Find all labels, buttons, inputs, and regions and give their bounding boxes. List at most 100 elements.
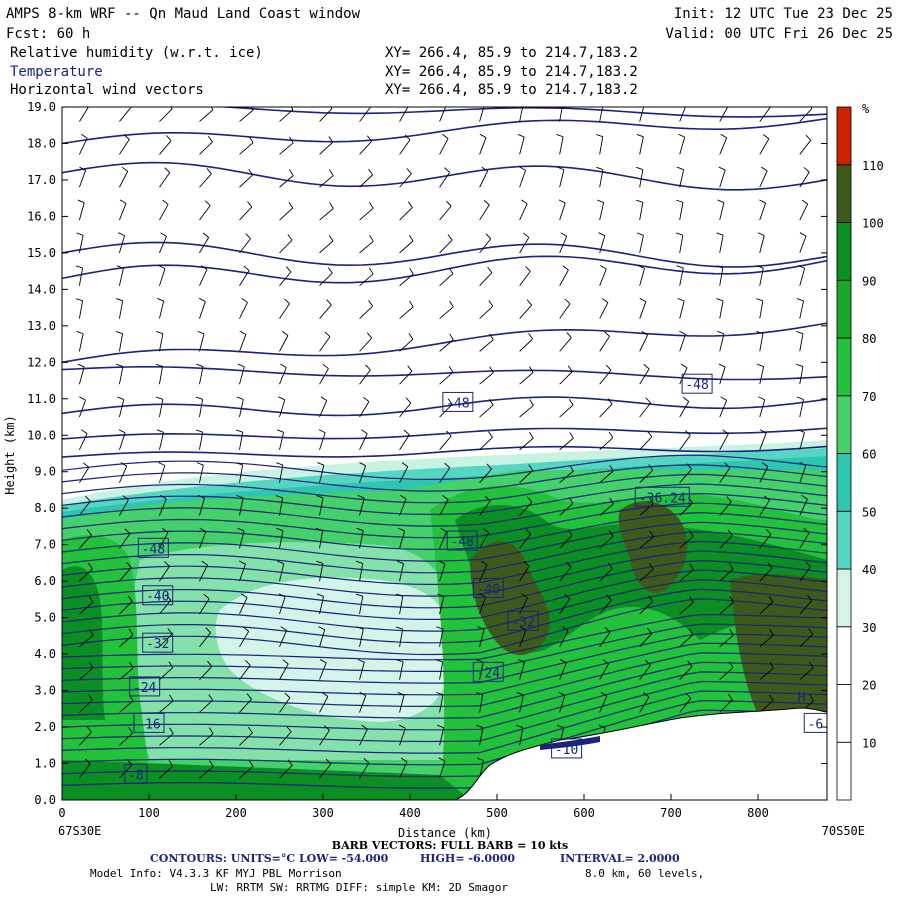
wind-barb-flag [318, 626, 325, 630]
wind-barb-flag [716, 298, 724, 302]
wind-barb-flag [325, 758, 332, 765]
wind-barb-flag [196, 363, 204, 367]
wind-barb-staff [759, 366, 765, 385]
wind-barb-staff [159, 432, 165, 450]
wind-barb-staff [479, 694, 484, 713]
wind-barb-staff [239, 270, 250, 286]
isotherm-line [62, 569, 827, 620]
wind-barb-flag [440, 101, 446, 105]
wind-barb-flag [447, 398, 453, 405]
contour-label-box [442, 391, 474, 412]
wind-barb-staff [799, 532, 810, 549]
wind-barb-flag [444, 167, 450, 173]
field-xy-wind: XY= 266.4, 85.9 to 214.7,183.2 [385, 82, 638, 98]
wind-barb-staff [78, 433, 88, 451]
wind-barb-flag [608, 431, 614, 438]
wind-barb-staff [78, 267, 84, 286]
wind-barb-staff [639, 368, 650, 385]
wind-barb-staff [79, 568, 93, 582]
isotherm-line [62, 492, 827, 527]
wind-barb-staff [359, 369, 371, 385]
wind-barb-staff [559, 303, 571, 319]
wind-barb-staff [79, 467, 90, 483]
wind-barb-flag [676, 265, 684, 269]
wind-barb-flag [164, 561, 170, 567]
wind-barb-flag [403, 429, 410, 436]
wind-barb-staff [119, 567, 132, 582]
colorbar-label: 80 [862, 332, 876, 346]
wind-barb-staff [319, 175, 334, 188]
wind-barb-flag [568, 398, 574, 406]
wind-barb-staff [279, 271, 292, 287]
isotherm-line [62, 521, 827, 562]
wind-barb-staff [118, 366, 124, 385]
wind-barb-flag [169, 727, 174, 734]
wind-barb-flag [686, 463, 692, 470]
wind-barb-flag [728, 661, 734, 668]
contour-label-text: -16 [137, 717, 160, 732]
model-info: Model Info: V4.3.3 KF MYJ PBL Morrison [90, 867, 342, 880]
x-tick-label: 700 [660, 806, 682, 820]
wind-barb-flag [529, 399, 534, 406]
wind-barb-flag [446, 430, 452, 437]
wind-barb-staff [79, 731, 92, 746]
wind-barb-staff [118, 300, 124, 319]
contour-label-text: -8 [128, 768, 144, 783]
valid-time: Valid: 00 UTC Fri 26 Dec 25 [665, 26, 893, 42]
colorbar-label: 30 [862, 621, 876, 635]
wind-barb-flag [607, 398, 613, 405]
wind-barb-staff [639, 536, 654, 549]
wind-barb-flag [807, 594, 813, 601]
wind-barb-staff [559, 695, 566, 713]
x-tick-label: 800 [747, 806, 769, 820]
wind-barb-staff [519, 405, 534, 418]
wind-barb-flag [606, 594, 612, 601]
wind-barb-flag [486, 463, 492, 470]
contour-label-text: -48 [450, 535, 473, 550]
wind-barb-flag [315, 527, 323, 532]
wind-barb-staff [359, 401, 370, 418]
isotherm-line [62, 366, 827, 381]
wind-barb-staff [719, 634, 734, 648]
wind-barb-staff [639, 268, 645, 286]
wind-barb-flag [566, 332, 572, 339]
wind-barb-flag [684, 430, 691, 436]
wind-barb-staff [279, 530, 284, 549]
wind-barb-staff [159, 300, 165, 319]
wind-barb-staff [359, 140, 373, 155]
colorbar-swatch [836, 568, 852, 628]
wind-barb-flag [649, 497, 654, 504]
isotherm-line [62, 559, 827, 609]
wind-barb-flag [528, 332, 533, 340]
wind-barb-flag [160, 232, 167, 237]
wind-barb-flag [406, 168, 412, 174]
wind-barb-staff [519, 338, 533, 352]
wind-barb-staff [679, 536, 694, 549]
isotherm-line [62, 550, 827, 597]
wind-barb-flag [604, 331, 610, 337]
x-tick-label: 300 [312, 806, 334, 820]
wind-barb-flag [596, 134, 603, 138]
wind-barb-staff [319, 432, 326, 450]
isotherm-line [62, 512, 827, 550]
wind-barb-staff [599, 503, 614, 516]
wind-barb-staff [439, 596, 445, 615]
wind-barb-staff [399, 498, 407, 516]
wind-barb-staff [239, 206, 253, 221]
wind-barb-flag [237, 363, 245, 368]
wind-barb-staff [439, 435, 452, 451]
wind-barb-staff [439, 760, 446, 779]
wind-barb-staff [559, 662, 567, 680]
wind-barb-flag [289, 136, 294, 144]
wind-barb-staff [519, 136, 525, 155]
wind-barb-flag [326, 299, 332, 306]
colorbar-unit: % [862, 102, 870, 116]
wind-barb-flag [210, 107, 214, 110]
wind-barb-staff [599, 369, 612, 385]
wind-barb-staff [799, 634, 814, 648]
wind-barb-flag [316, 593, 324, 597]
wind-barb-staff [479, 372, 494, 385]
wind-barb-staff [639, 503, 654, 516]
isotherm-line [62, 427, 827, 440]
wind-barb-staff [239, 366, 245, 385]
